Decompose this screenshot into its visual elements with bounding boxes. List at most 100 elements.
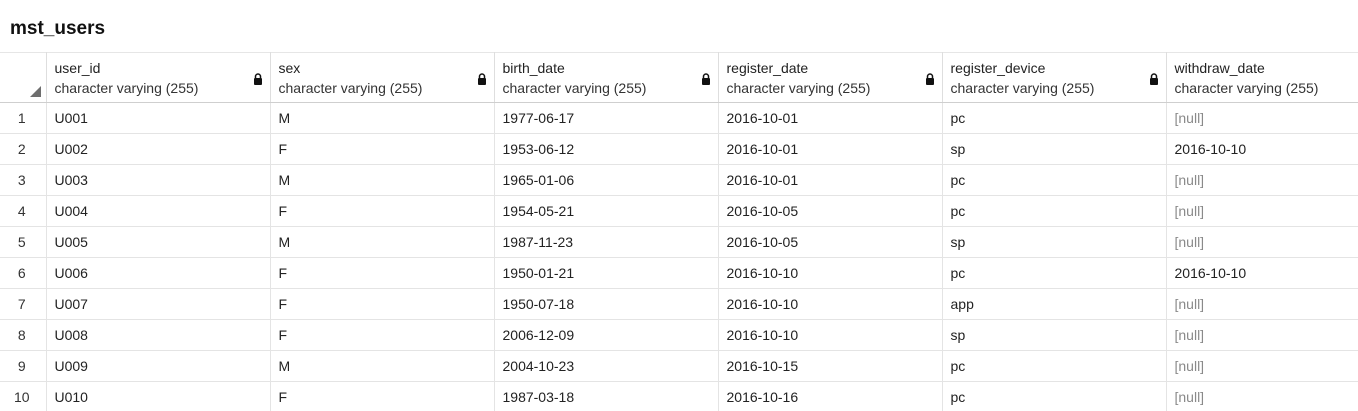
row-number[interactable]: 8 [0, 319, 47, 351]
cell-birth-date[interactable]: 2004-10-23 [494, 350, 719, 382]
table-row[interactable]: 7 U007 F 1950-07-18 2016-10-10 app [null… [0, 288, 1358, 320]
column-header-withdraw-date[interactable]: withdraw_date character varying (255) [1166, 52, 1358, 103]
cell-birth-date[interactable]: 1950-07-18 [494, 288, 719, 320]
cell-withdraw-date[interactable]: 2016-10-10 [1166, 257, 1358, 289]
cell-sex[interactable]: M [270, 102, 495, 134]
column-name: register_device [950, 60, 1046, 76]
column-name: birth_date [502, 60, 565, 76]
column-header-register-device[interactable]: register_device character varying (255) [942, 52, 1167, 103]
cell-birth-date[interactable]: 1987-11-23 [494, 226, 719, 258]
cell-user-id[interactable]: U008 [46, 319, 271, 351]
column-header-user-id[interactable]: user_id character varying (255) [46, 52, 271, 103]
cell-birth-date[interactable]: 1953-06-12 [494, 133, 719, 165]
row-number[interactable]: 4 [0, 195, 47, 227]
cell-register-device[interactable]: pc [942, 257, 1167, 289]
cell-sex[interactable]: M [270, 164, 495, 196]
row-number[interactable]: 5 [0, 226, 47, 258]
select-all-triangle-icon [29, 86, 41, 97]
cell-register-device[interactable]: sp [942, 319, 1167, 351]
cell-sex[interactable]: F [270, 195, 495, 227]
table-row[interactable]: 6 U006 F 1950-01-21 2016-10-10 pc 2016-1… [0, 257, 1358, 289]
cell-register-device[interactable]: pc [942, 350, 1167, 382]
cell-withdraw-date[interactable]: [null] [1166, 288, 1358, 320]
table-row[interactable]: 3 U003 M 1965-01-06 2016-10-01 pc [null] [0, 164, 1358, 196]
column-header-sex[interactable]: sex character varying (255) [270, 52, 495, 103]
row-number[interactable]: 3 [0, 164, 47, 196]
cell-birth-date[interactable]: 1987-03-18 [494, 381, 719, 411]
cell-register-device[interactable]: pc [942, 381, 1167, 411]
cell-register-date[interactable]: 2016-10-01 [718, 133, 943, 165]
row-number[interactable]: 1 [0, 102, 47, 134]
table-row[interactable]: 8 U008 F 2006-12-09 2016-10-10 sp [null] [0, 319, 1358, 351]
cell-register-device[interactable]: sp [942, 133, 1167, 165]
cell-withdraw-date[interactable]: [null] [1166, 164, 1358, 196]
cell-birth-date[interactable]: 1950-01-21 [494, 257, 719, 289]
column-type: character varying (255) [1174, 80, 1319, 96]
cell-register-device[interactable]: pc [942, 164, 1167, 196]
cell-sex[interactable]: F [270, 257, 495, 289]
cell-user-id[interactable]: U006 [46, 257, 271, 289]
lock-icon [701, 73, 710, 85]
column-type: character varying (255) [54, 80, 199, 96]
cell-withdraw-date[interactable]: [null] [1166, 226, 1358, 258]
cell-sex[interactable]: F [270, 319, 495, 351]
cell-withdraw-date[interactable]: 2016-10-10 [1166, 133, 1358, 165]
cell-withdraw-date[interactable]: [null] [1166, 319, 1358, 351]
cell-user-id[interactable]: U007 [46, 288, 271, 320]
cell-register-date[interactable]: 2016-10-01 [718, 102, 943, 134]
column-name: register_date [726, 60, 809, 76]
row-number[interactable]: 6 [0, 257, 47, 289]
cell-withdraw-date[interactable]: [null] [1166, 381, 1358, 411]
table-row[interactable]: 1 U001 M 1977-06-17 2016-10-01 pc [null] [0, 102, 1358, 134]
cell-register-date[interactable]: 2016-10-05 [718, 226, 943, 258]
cell-register-device[interactable]: pc [942, 102, 1167, 134]
table-row[interactable]: 5 U005 M 1987-11-23 2016-10-05 sp [null] [0, 226, 1358, 258]
cell-user-id[interactable]: U010 [46, 381, 271, 411]
data-grid: user_id character varying (255) sex char… [0, 52, 1358, 411]
table-row[interactable]: 4 U004 F 1954-05-21 2016-10-05 pc [null] [0, 195, 1358, 227]
row-number[interactable]: 7 [0, 288, 47, 320]
column-type: character varying (255) [502, 80, 647, 96]
cell-withdraw-date[interactable]: [null] [1166, 195, 1358, 227]
cell-sex[interactable]: F [270, 381, 495, 411]
table-row[interactable]: 2 U002 F 1953-06-12 2016-10-01 sp 2016-1… [0, 133, 1358, 165]
row-number[interactable]: 9 [0, 350, 47, 382]
cell-user-id[interactable]: U003 [46, 164, 271, 196]
column-type: character varying (255) [278, 80, 423, 96]
cell-register-date[interactable]: 2016-10-05 [718, 195, 943, 227]
cell-birth-date[interactable]: 2006-12-09 [494, 319, 719, 351]
cell-sex[interactable]: F [270, 288, 495, 320]
cell-register-date[interactable]: 2016-10-16 [718, 381, 943, 411]
cell-register-date[interactable]: 2016-10-10 [718, 257, 943, 289]
cell-register-device[interactable]: pc [942, 195, 1167, 227]
cell-user-id[interactable]: U005 [46, 226, 271, 258]
column-header-birth-date[interactable]: birth_date character varying (255) [494, 52, 719, 103]
cell-register-device[interactable]: sp [942, 226, 1167, 258]
table-row[interactable]: 10 U010 F 1987-03-18 2016-10-16 pc [null… [0, 381, 1358, 411]
lock-icon [253, 73, 262, 85]
cell-register-date[interactable]: 2016-10-10 [718, 319, 943, 351]
select-all-corner[interactable] [0, 52, 47, 103]
cell-sex[interactable]: M [270, 350, 495, 382]
cell-register-device[interactable]: app [942, 288, 1167, 320]
cell-birth-date[interactable]: 1954-05-21 [494, 195, 719, 227]
column-header-register-date[interactable]: register_date character varying (255) [718, 52, 943, 103]
cell-register-date[interactable]: 2016-10-10 [718, 288, 943, 320]
cell-register-date[interactable]: 2016-10-01 [718, 164, 943, 196]
cell-birth-date[interactable]: 1977-06-17 [494, 102, 719, 134]
cell-birth-date[interactable]: 1965-01-06 [494, 164, 719, 196]
cell-withdraw-date[interactable]: [null] [1166, 350, 1358, 382]
cell-register-date[interactable]: 2016-10-15 [718, 350, 943, 382]
row-number[interactable]: 2 [0, 133, 47, 165]
row-number[interactable]: 10 [0, 381, 47, 411]
cell-user-id[interactable]: U002 [46, 133, 271, 165]
table-row[interactable]: 9 U009 M 2004-10-23 2016-10-15 pc [null] [0, 350, 1358, 382]
column-name: sex [278, 60, 301, 76]
cell-withdraw-date[interactable]: [null] [1166, 102, 1358, 134]
cell-sex[interactable]: M [270, 226, 495, 258]
cell-user-id[interactable]: U004 [46, 195, 271, 227]
cell-user-id[interactable]: U001 [46, 102, 271, 134]
cell-user-id[interactable]: U009 [46, 350, 271, 382]
cell-sex[interactable]: F [270, 133, 495, 165]
